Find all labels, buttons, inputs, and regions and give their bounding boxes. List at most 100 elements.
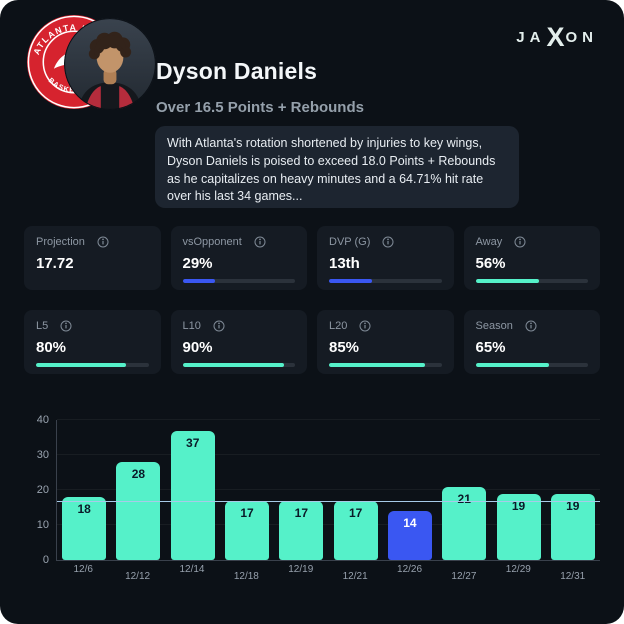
gridline <box>57 454 600 455</box>
y-tick: 20 <box>36 484 49 496</box>
stat-value: 17.72 <box>36 255 74 272</box>
bar-12/27: 21 <box>442 486 487 560</box>
stat-label: L5 <box>36 320 49 332</box>
brand-logo: JA X ON <box>516 22 598 53</box>
bar-12/31: 19 <box>550 493 595 560</box>
stat-value: 13th <box>329 255 360 272</box>
stat-progress-fill <box>182 363 284 367</box>
stat-card: vsOpponent 29% <box>170 226 307 290</box>
x-tick: 12/6 <box>73 564 93 575</box>
stat-progress-fill <box>475 363 549 367</box>
bar-value: 17 <box>240 505 254 520</box>
stat-head: L5 <box>36 320 149 332</box>
stat-value: 65% <box>475 339 506 356</box>
info-icon[interactable] <box>514 236 526 248</box>
stats-grid: Projection 17.72 vsOpponent <box>24 226 600 374</box>
y-tick: 30 <box>36 449 49 461</box>
stat-progress-fill <box>329 363 425 367</box>
stat-value: 85% <box>329 339 360 356</box>
bar-12/19: 17 <box>279 500 324 560</box>
stat-head: L10 <box>183 320 296 332</box>
stat-head: L20 <box>329 320 442 332</box>
stat-card: Projection 17.72 <box>24 226 161 290</box>
stat-progress <box>475 279 588 283</box>
stat-label: L20 <box>329 320 348 332</box>
stat-progress-fill <box>329 279 372 283</box>
info-icon[interactable] <box>525 320 537 332</box>
plot-area: 18 28 37 17 17 17 14 21 19 19 <box>56 419 600 561</box>
bar-12/26: 14 <box>387 511 432 560</box>
bar-value: 14 <box>403 516 417 530</box>
x-tick: 12/14 <box>179 564 205 575</box>
prop-subtitle: Over 16.5 Points + Rebounds <box>156 99 364 116</box>
gridline <box>57 524 600 525</box>
stat-progress <box>36 363 149 367</box>
stat-head: Projection <box>36 236 149 248</box>
info-icon[interactable] <box>60 320 72 332</box>
page-title: Dyson Daniels <box>156 58 318 84</box>
bar-value: 28 <box>131 467 146 481</box>
stat-value: 56% <box>475 255 506 272</box>
stat-progress <box>329 279 442 283</box>
stat-card: Away 56% <box>463 226 600 290</box>
stat-card: L10 90% <box>170 310 307 374</box>
stat-label: vsOpponent <box>182 236 242 248</box>
stat-head: vsOpponent <box>183 236 296 248</box>
stat-card: L20 85% <box>317 310 454 374</box>
y-tick: 40 <box>36 414 49 426</box>
stat-label: Projection <box>36 236 85 248</box>
stat-progress <box>329 363 442 367</box>
stat-progress-fill <box>475 279 539 283</box>
stat-progress <box>475 363 588 367</box>
brand-left: JA <box>516 29 546 46</box>
info-icon[interactable] <box>97 236 109 248</box>
bar-12/12: 28 <box>116 462 161 560</box>
bar-value: 37 <box>186 435 200 450</box>
x-tick: 12/26 <box>397 564 423 575</box>
info-icon[interactable] <box>359 320 371 332</box>
stat-label: L10 <box>182 320 201 332</box>
stat-head: DVP (G) <box>329 236 442 248</box>
bar-value: 17 <box>348 505 363 520</box>
bar-12/14: 37 <box>170 430 215 560</box>
stat-head: Season <box>476 320 589 332</box>
stat-label: DVP (G) <box>329 236 371 248</box>
stat-progress-fill <box>36 363 126 367</box>
x-tick: 12/21 <box>342 571 368 582</box>
y-axis: 0 10 20 30 40 <box>28 414 54 566</box>
info-icon[interactable] <box>254 236 266 248</box>
info-icon[interactable] <box>382 236 394 248</box>
bar-value: 17 <box>294 505 308 520</box>
x-tick: 12/19 <box>288 564 314 575</box>
player-portrait-icon <box>64 18 156 110</box>
bar-12/18: 17 <box>225 500 270 560</box>
stat-label: Season <box>475 320 513 332</box>
performance-chart: 0 10 20 30 40 18 28 37 17 17 17 14 21 19 19 12/6 12/12… <box>28 414 600 588</box>
gridline <box>57 419 600 420</box>
analysis-note: With Atlanta's rotation shortened by inj… <box>155 126 519 208</box>
bar-value: 21 <box>457 491 471 506</box>
stat-label: Away <box>475 236 503 248</box>
brand-right: ON <box>565 29 598 46</box>
gridline <box>57 489 600 490</box>
x-tick: 12/29 <box>505 564 531 575</box>
prop-line <box>57 501 600 503</box>
stat-head: Away <box>476 236 589 248</box>
x-tick: 12/18 <box>233 571 259 582</box>
stat-card: L5 80% <box>24 310 161 374</box>
stat-progress-fill <box>182 279 216 283</box>
stat-progress <box>182 363 295 367</box>
x-tick: 12/12 <box>125 571 151 582</box>
bar-12/29: 19 <box>496 493 541 560</box>
y-tick: 10 <box>36 519 49 531</box>
stat-card: DVP (G) 13th <box>317 226 454 290</box>
bar-value: 18 <box>77 502 91 516</box>
stat-value: 29% <box>182 255 213 272</box>
info-icon[interactable] <box>213 320 225 332</box>
stat-value: 90% <box>182 339 213 356</box>
y-tick: 0 <box>42 554 49 566</box>
x-axis: 12/6 12/12 12/14 12/18 12/19 12/21 12/26 12/27 1… <box>56 564 600 582</box>
bar-12/21: 17 <box>333 500 378 560</box>
x-tick: 12/27 <box>451 571 477 582</box>
